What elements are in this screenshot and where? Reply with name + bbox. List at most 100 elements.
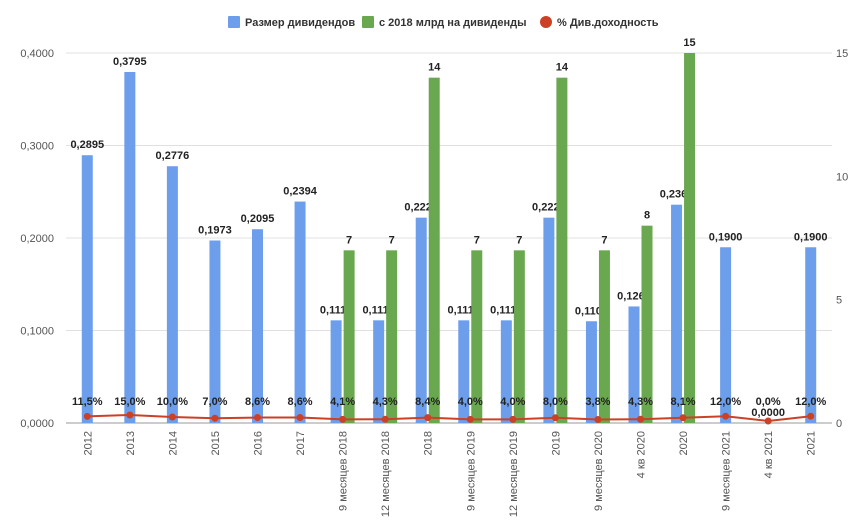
bar-dividend — [252, 229, 263, 423]
point-yield-label: 8,1% — [671, 396, 696, 408]
point-yield — [551, 414, 559, 422]
bar-billion — [513, 250, 525, 423]
bar-dividend-label: 0,0000 — [751, 407, 785, 419]
x-tick-label: 9 месяцев 2018 — [338, 431, 350, 511]
point-yield-label: 10,0% — [157, 396, 188, 408]
bar-dividend — [543, 217, 555, 423]
point-yield-label: 12,0% — [710, 396, 741, 408]
point-yield — [126, 411, 134, 419]
bar-dividend — [373, 320, 385, 423]
point-yield-label: 15,0% — [114, 396, 145, 408]
legend-label: с 2018 млрд на дивиденды — [379, 17, 527, 29]
bar-billion — [386, 250, 398, 423]
bar-billion-label: 8 — [644, 210, 650, 222]
point-yield-label: 12,0% — [795, 396, 826, 408]
x-tick-label: 4 кв 2021 — [763, 431, 775, 478]
x-tick-label: 2014 — [167, 431, 179, 455]
legend-label: Размер дивидендов — [245, 17, 355, 29]
bar-dividend — [81, 155, 93, 423]
bar-billion-label: 7 — [516, 234, 522, 246]
point-yield — [637, 415, 644, 423]
y-right-tick-label: 0 — [836, 418, 842, 430]
y-left-tick-label: 0,1000 — [20, 326, 54, 338]
legend-swatch — [540, 16, 552, 28]
bar-dividend — [124, 71, 136, 424]
point-yield-label: 4,0% — [458, 396, 483, 408]
bar-billion-label: 7 — [474, 234, 480, 246]
point-yield-label: 8,6% — [288, 396, 313, 408]
x-tick-label: 2013 — [125, 431, 137, 455]
bar-dividend — [458, 320, 470, 423]
x-tick-label: 2015 — [210, 431, 222, 455]
point-yield — [211, 414, 219, 422]
bar-dividend — [166, 166, 178, 423]
bar-dividend-label: 0,2776 — [156, 150, 190, 162]
x-tick-label: 2018 — [423, 431, 435, 455]
line-yield — [87, 413, 811, 423]
y-left-tick-label: 0,3000 — [20, 141, 54, 153]
y-right-tick-label: 15 — [836, 48, 848, 60]
bar-billion — [684, 53, 696, 423]
point-yield — [296, 414, 304, 422]
bar-dividend — [330, 320, 342, 423]
bar-dividend — [628, 306, 640, 423]
point-yield — [807, 412, 815, 420]
point-yield — [594, 415, 602, 423]
point-yield-label: 8,0% — [543, 396, 568, 408]
bar-billion — [428, 77, 440, 424]
bar-billion-label: 7 — [601, 234, 607, 246]
legend-label: % Див.доходность — [557, 17, 659, 29]
x-tick-label: 12 месяцев 2019 — [508, 431, 520, 517]
bar-dividend-label: 0,1973 — [198, 224, 232, 236]
point-yield-label: 7,0% — [202, 396, 227, 408]
bar-billion-label: 14 — [556, 62, 569, 74]
bar-billion — [641, 225, 653, 423]
point-yield-label: 4,3% — [373, 396, 398, 408]
bar-dividend — [209, 240, 221, 423]
x-tick-label: 2016 — [253, 431, 265, 455]
point-yield — [339, 415, 347, 423]
point-yield-label: 4,1% — [330, 396, 355, 408]
bar-dividend-label: 0,3795 — [113, 56, 147, 68]
x-tick-label: 12 месяцев 2018 — [380, 431, 392, 517]
x-tick-label: 9 месяцев 2021 — [721, 431, 733, 511]
point-yield-label: 4,3% — [628, 396, 653, 408]
bar-dividend — [500, 320, 512, 423]
bar-billion — [471, 250, 483, 423]
bar-billion-label: 7 — [346, 234, 352, 246]
legend-swatch — [228, 16, 240, 28]
x-tick-label: 2021 — [806, 431, 818, 455]
point-yield-label: 0,0% — [756, 396, 781, 408]
point-yield-label: 11,5% — [72, 396, 103, 408]
point-yield-label: 8,6% — [245, 396, 270, 408]
point-yield — [83, 412, 91, 420]
x-tick-label: 2019 — [550, 431, 562, 455]
point-yield — [424, 414, 432, 422]
point-yield — [722, 412, 730, 420]
x-tick-label: 4 кв 2020 — [636, 431, 648, 478]
x-tick-label: 9 месяцев 2019 — [465, 431, 477, 511]
bar-billion — [598, 250, 610, 423]
x-tick-label: 2017 — [295, 431, 307, 455]
legend-swatch — [362, 16, 374, 28]
bar-billion-label: 7 — [389, 234, 395, 246]
x-tick-label: 2020 — [678, 431, 690, 455]
point-yield — [509, 415, 517, 423]
point-yield-label: 3,8% — [585, 396, 610, 408]
bar-dividend-label: 0,1900 — [794, 231, 828, 243]
y-right-tick-label: 10 — [836, 171, 848, 183]
x-tick-label: 9 месяцев 2020 — [593, 431, 605, 511]
bar-billion — [343, 250, 355, 423]
point-yield-label: 4,0% — [500, 396, 525, 408]
point-yield — [254, 414, 261, 422]
y-left-tick-label: 0,0000 — [20, 418, 54, 430]
bar-dividend — [415, 217, 427, 423]
point-yield-label: 8,4% — [415, 396, 440, 408]
point-yield — [466, 415, 474, 423]
bar-dividend — [720, 247, 732, 423]
bar-dividend — [585, 321, 597, 423]
bar-billion — [556, 77, 568, 424]
point-yield — [381, 415, 389, 423]
